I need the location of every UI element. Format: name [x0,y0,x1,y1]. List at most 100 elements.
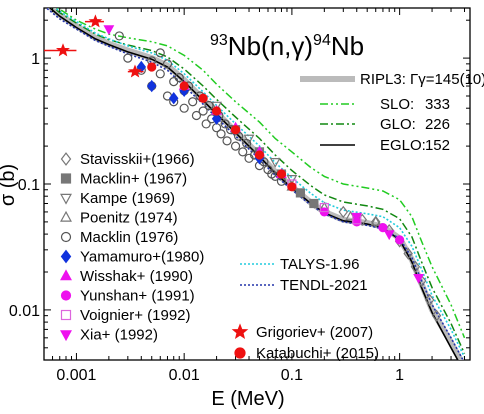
data-point [370,215,382,226]
axis-ticks: 0.001 0.01 0.1 1 0.01 0.1 1 [9,8,470,384]
data-point [276,169,287,179]
legend-marker [60,309,72,321]
chart-title: 93Nb(n,γ)94Nb [210,31,364,61]
data-point [188,97,198,107]
data-point [88,14,103,28]
data-point [198,106,208,116]
title-post-text: Nb [331,31,364,61]
data-point [410,260,421,273]
legend-marker [60,231,72,243]
data-point [123,53,133,63]
data-point [230,141,241,151]
title-mid-text: ) [304,31,313,61]
data-point [162,59,173,69]
data-point [179,81,189,91]
data-point [198,93,208,103]
curve-glo [52,8,466,354]
y-tick-label: 0.01 [9,303,40,320]
data-point [395,235,405,245]
legend-value-eglo: 152 [425,137,450,154]
data-point [146,79,157,93]
data-point [370,215,381,229]
legend-label: Yunshan+ (1991) [80,288,195,305]
data-point [222,136,232,146]
legend-value-glo: 226 [425,116,450,133]
legend-label: Yamamuro+(1980) [80,249,204,266]
data-point [155,48,165,58]
data-point [169,77,179,87]
data-point [351,212,363,223]
x-tick-label: 0.001 [56,367,96,384]
title-pre-text: Nb(n, [228,31,292,61]
data-point [103,25,115,36]
legend-marker [60,249,72,264]
x-tick-label: 0.01 [169,367,200,384]
x-axis-label: E (MeV) [211,388,284,410]
data-point [191,110,202,121]
legend-marker [60,173,72,184]
title-gamma: γ [291,31,304,61]
data-point [155,69,165,79]
legend-marker [60,269,72,281]
legend-label-eglo: EGLO: [380,137,426,154]
legend-label: Voignier+ (1992) [80,307,191,324]
data-point [179,103,189,113]
legend-label-ripl3: RIPL3: Γγ=145(10) [360,71,484,88]
title-post-superscript: 94 [313,32,331,49]
data-point [238,147,248,157]
legend-label-talys: TALYS-1.96 [280,256,359,273]
legend-label-tendl: TENDL-2021 [280,277,368,294]
data-point [174,73,184,83]
data-point [204,100,214,111]
legend-label: Macklin (1976) [80,229,178,246]
legend-label: Macklin+ (1967) [80,171,187,188]
data-point [383,230,395,241]
data-point [55,43,70,57]
curve-talys [54,8,466,358]
data-point [413,273,425,284]
x-tick-label: 0.1 [281,367,303,384]
data-point [168,92,179,105]
legend-marker [60,193,72,205]
data-point [287,182,297,192]
legend-marker [60,290,72,301]
legend-marker [60,330,72,342]
y-tick-label: 1 [31,51,40,68]
curve-slo [56,8,466,339]
data-point [128,64,142,78]
data-point [424,293,435,307]
title-pre-superscript: 93 [210,32,228,49]
x-tick-label: 1 [395,367,404,384]
data-point [431,309,442,322]
legend-marker [231,323,249,340]
legend-marker [60,210,72,222]
y-axis-label: σ (b) [0,164,19,206]
data-point [114,31,124,41]
legend-label-slo: SLO: [380,96,414,113]
curve-tendl [45,8,464,360]
data-point [254,150,265,160]
data-point [220,119,230,129]
legend-label: Katabuchi+ (2015) [256,345,379,362]
data-point [216,129,226,139]
data-point [147,62,157,72]
legend: Stavisskii+(1966) Macklin+ (1967) Kampe (1… [60,71,484,362]
data-point [319,202,329,213]
data-point [211,106,222,116]
legend-label: Poenitz (1974) [80,210,178,227]
legend-marker [234,347,246,359]
y-tick-label: 0.1 [18,177,40,194]
legend-label: Wisshak+ (1990) [80,268,193,285]
data-points [44,14,442,322]
data-point [242,138,252,149]
legend-label: Grigoriev+ (2007) [256,324,373,341]
data-point [295,188,306,198]
legend-label: Kampe (1969) [80,190,175,207]
legend-label: Xia+ (1992) [80,327,158,344]
legend-label-glo: GLO: [380,116,416,133]
data-point [269,158,281,168]
data-point [309,198,319,209]
data-point [357,213,368,226]
data-point [338,205,349,219]
legend-marker [60,152,72,166]
